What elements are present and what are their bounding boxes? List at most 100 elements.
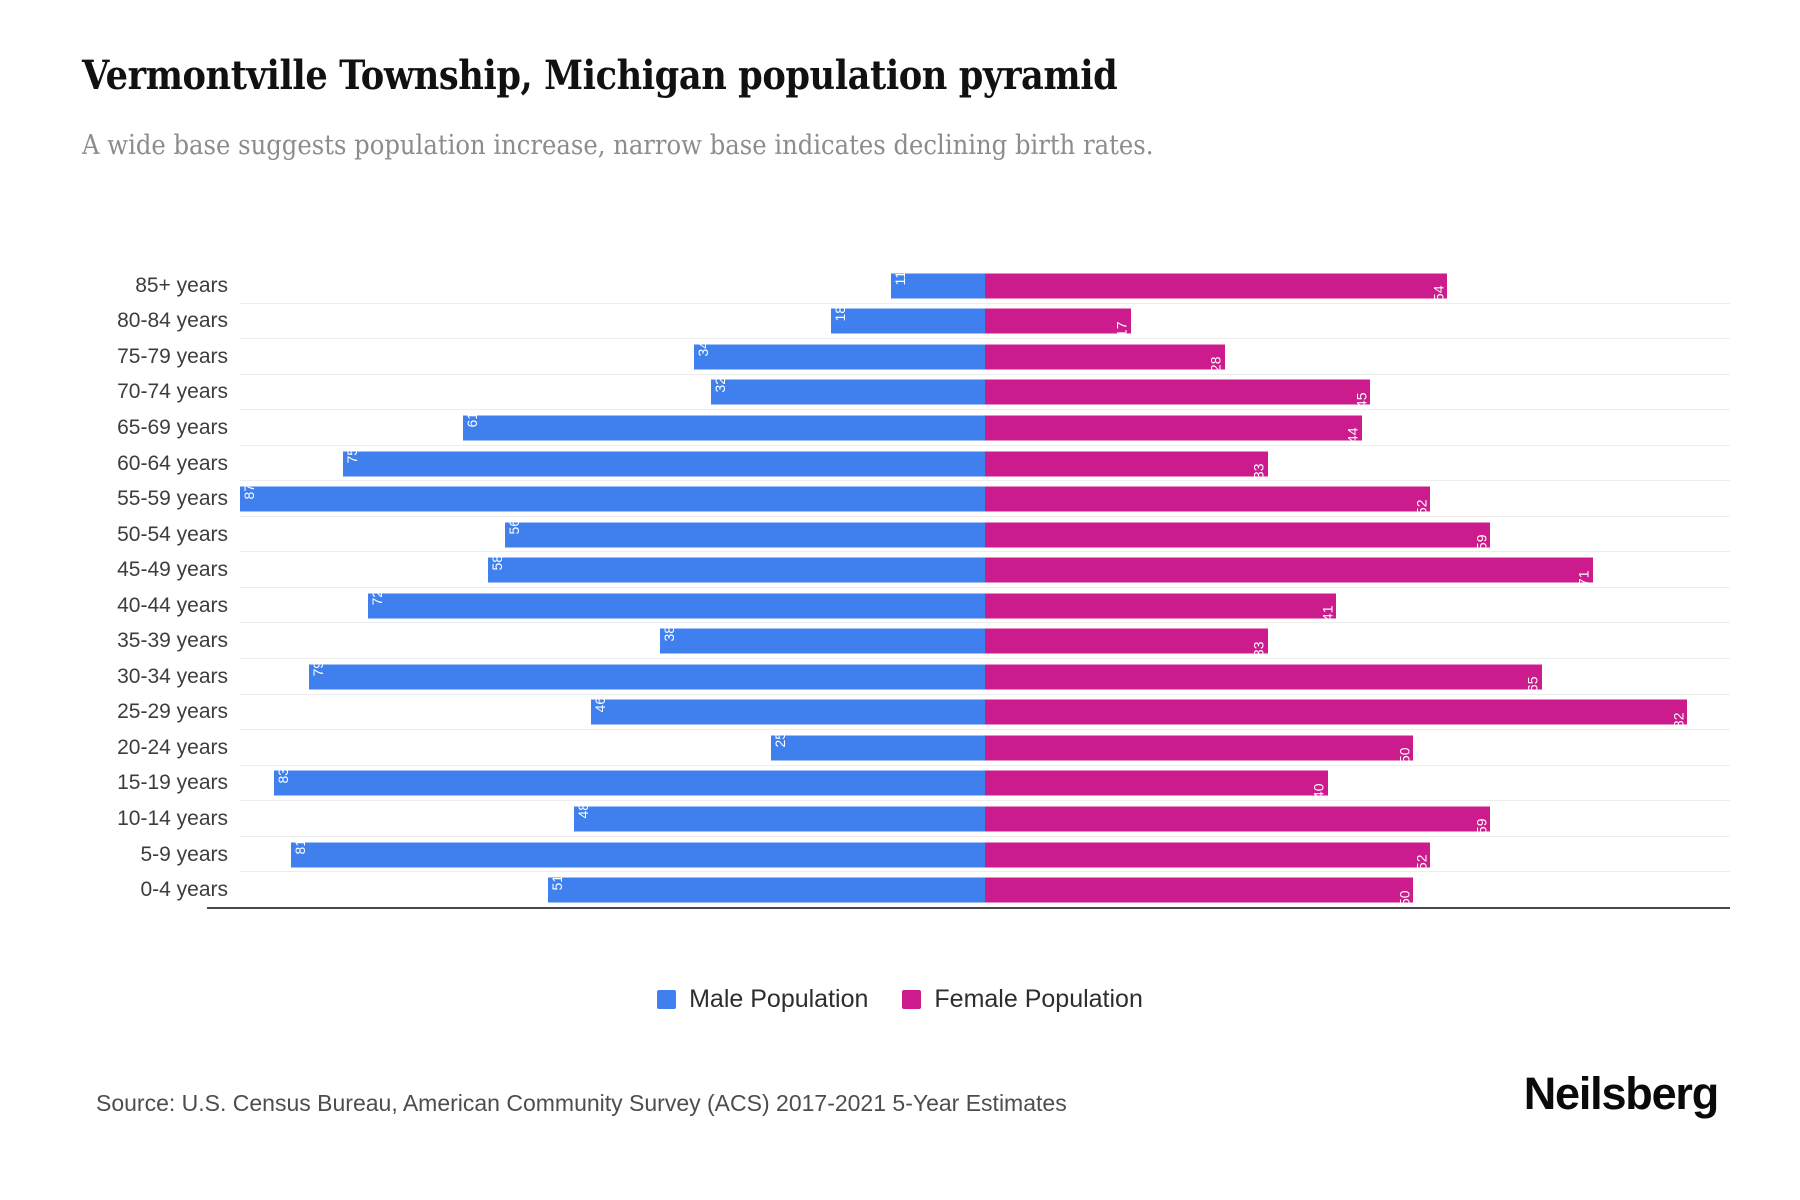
gridline xyxy=(240,515,1730,517)
bar-female[interactable]: 44 xyxy=(985,415,1362,444)
age-group-label: 70-74 years xyxy=(117,380,228,404)
bar-male[interactable]: 51 xyxy=(548,874,985,903)
chart-legend: Male Population Female Population xyxy=(0,985,1800,1014)
bar-male[interactable]: 18 xyxy=(830,305,985,334)
bar-female[interactable]: 45 xyxy=(985,379,1371,408)
bar-female[interactable]: 33 xyxy=(985,628,1268,657)
bar-male[interactable]: 58 xyxy=(488,554,985,583)
bar-value-male: 83 xyxy=(275,767,292,784)
bar-female[interactable]: 33 xyxy=(985,451,1268,479)
bar-value-female: 54 xyxy=(1430,285,1447,302)
age-group-label: 15-19 years xyxy=(117,771,228,795)
bar-male[interactable]: 56 xyxy=(505,519,985,548)
bar-value-female: 65 xyxy=(1524,676,1541,693)
legend-item-female[interactable]: Female Population xyxy=(902,985,1143,1014)
chart-row: 15-19 years 83 40 xyxy=(117,766,1730,802)
source-note: Source: U.S. Census Bureau, American Com… xyxy=(96,1090,1067,1116)
bar-female[interactable]: 50 xyxy=(985,735,1414,763)
bar-female[interactable]: 71 xyxy=(985,557,1593,586)
gridline xyxy=(240,302,1730,304)
age-group-label: 25-29 years xyxy=(117,700,228,724)
bar-value-male: 18 xyxy=(831,305,848,322)
gridline xyxy=(240,409,1730,411)
chart-row: 85+ years 11 54 xyxy=(135,268,1730,304)
gridline xyxy=(240,444,1730,446)
bar-value-male: 11 xyxy=(891,271,908,286)
age-group-label: 55-59 years xyxy=(117,487,228,511)
bar-value-female: 52 xyxy=(1413,499,1430,515)
bar-male[interactable]: 48 xyxy=(573,803,985,832)
gridline xyxy=(240,338,1730,340)
age-group-label: 30-34 years xyxy=(117,664,228,688)
legend-swatch-female-icon xyxy=(902,990,922,1009)
bar-male[interactable]: 79 xyxy=(308,661,985,690)
gridline xyxy=(240,729,1730,731)
age-group-label: 45-49 years xyxy=(117,558,228,582)
chart-row: 75-79 years 34 28 xyxy=(117,339,1730,375)
bar-male[interactable]: 83 xyxy=(274,767,985,796)
bar-male[interactable]: 75 xyxy=(342,447,985,476)
bar-value-female: 52 xyxy=(1413,854,1430,871)
bar-male[interactable]: 25 xyxy=(770,732,985,761)
chart-row: 30-34 years 79 65 xyxy=(117,659,1730,695)
legend-item-male[interactable]: Male Population xyxy=(657,985,868,1014)
bar-value-female: 17 xyxy=(1113,321,1130,337)
gridline xyxy=(240,480,1730,482)
bar-female[interactable]: 52 xyxy=(985,486,1431,515)
bar-female[interactable]: 50 xyxy=(985,877,1414,906)
bar-value-male: 56 xyxy=(506,519,523,535)
bar-value-female: 41 xyxy=(1319,605,1336,622)
bar-female[interactable]: 40 xyxy=(985,770,1328,799)
chart-row: 25-29 years 46 82 xyxy=(117,695,1730,731)
bar-female[interactable]: 28 xyxy=(985,344,1225,372)
bar-male[interactable]: 72 xyxy=(368,590,985,619)
age-group-label: 5-9 years xyxy=(140,842,228,866)
bar-male[interactable]: 81 xyxy=(291,839,985,868)
age-group-label: 10-14 years xyxy=(117,806,228,830)
bar-value-male: 75 xyxy=(343,447,360,464)
bar-female[interactable]: 65 xyxy=(985,664,1542,692)
bar-male[interactable]: 32 xyxy=(710,377,985,405)
gridline xyxy=(240,693,1730,695)
bar-value-female: 82 xyxy=(1670,712,1687,728)
bar-female[interactable]: 82 xyxy=(985,699,1688,728)
bar-male[interactable]: 87 xyxy=(240,483,985,512)
bar-value-male: 48 xyxy=(574,803,591,819)
legend-label-male: Male Population xyxy=(689,985,869,1013)
bar-value-female: 59 xyxy=(1473,818,1490,835)
gridline xyxy=(240,586,1730,588)
neilsberg-logo: Neilsberg xyxy=(1523,1068,1719,1119)
bar-male[interactable]: 38 xyxy=(659,626,985,654)
gridline xyxy=(240,373,1730,375)
bar-female[interactable]: 59 xyxy=(985,806,1491,835)
page-subtitle: A wide base suggests population increase… xyxy=(82,130,1154,161)
bar-male[interactable]: 46 xyxy=(591,697,985,725)
bar-value-female: 45 xyxy=(1353,392,1370,408)
bar-male[interactable]: 34 xyxy=(693,341,985,370)
bar-value-female: 44 xyxy=(1344,427,1361,444)
gridline xyxy=(240,835,1730,837)
bar-value-female: 71 xyxy=(1575,570,1592,586)
chart-row: 10-14 years 48 59 xyxy=(117,801,1730,837)
bar-value-female: 40 xyxy=(1310,783,1327,799)
bar-male[interactable]: 61 xyxy=(462,412,985,441)
age-group-label: 80-84 years xyxy=(117,309,228,333)
bar-female[interactable]: 59 xyxy=(985,522,1491,550)
chart-row: 45-49 years 58 71 xyxy=(117,552,1730,588)
bar-male[interactable]: 11 xyxy=(890,271,985,299)
bar-value-male: 58 xyxy=(489,554,506,571)
chart-rows: 85+ years 11 54 80-84 years 18 17 75-79 years 3… xyxy=(117,268,1730,908)
bar-value-female: 59 xyxy=(1473,534,1490,551)
bar-female[interactable]: 52 xyxy=(985,842,1431,870)
gridline xyxy=(240,551,1730,553)
bar-female[interactable]: 17 xyxy=(985,308,1131,337)
bar-value-male: 34 xyxy=(694,341,711,357)
bar-value-male: 87 xyxy=(241,483,257,500)
bar-female[interactable]: 54 xyxy=(985,273,1448,301)
chart-row: 55-59 years 87 52 xyxy=(117,481,1730,517)
age-group-label: 65-69 years xyxy=(117,415,228,439)
chart-row: 80-84 years 18 17 xyxy=(117,304,1730,340)
chart-row: 50-54 years 56 59 xyxy=(117,517,1730,553)
bar-female[interactable]: 41 xyxy=(985,593,1337,621)
